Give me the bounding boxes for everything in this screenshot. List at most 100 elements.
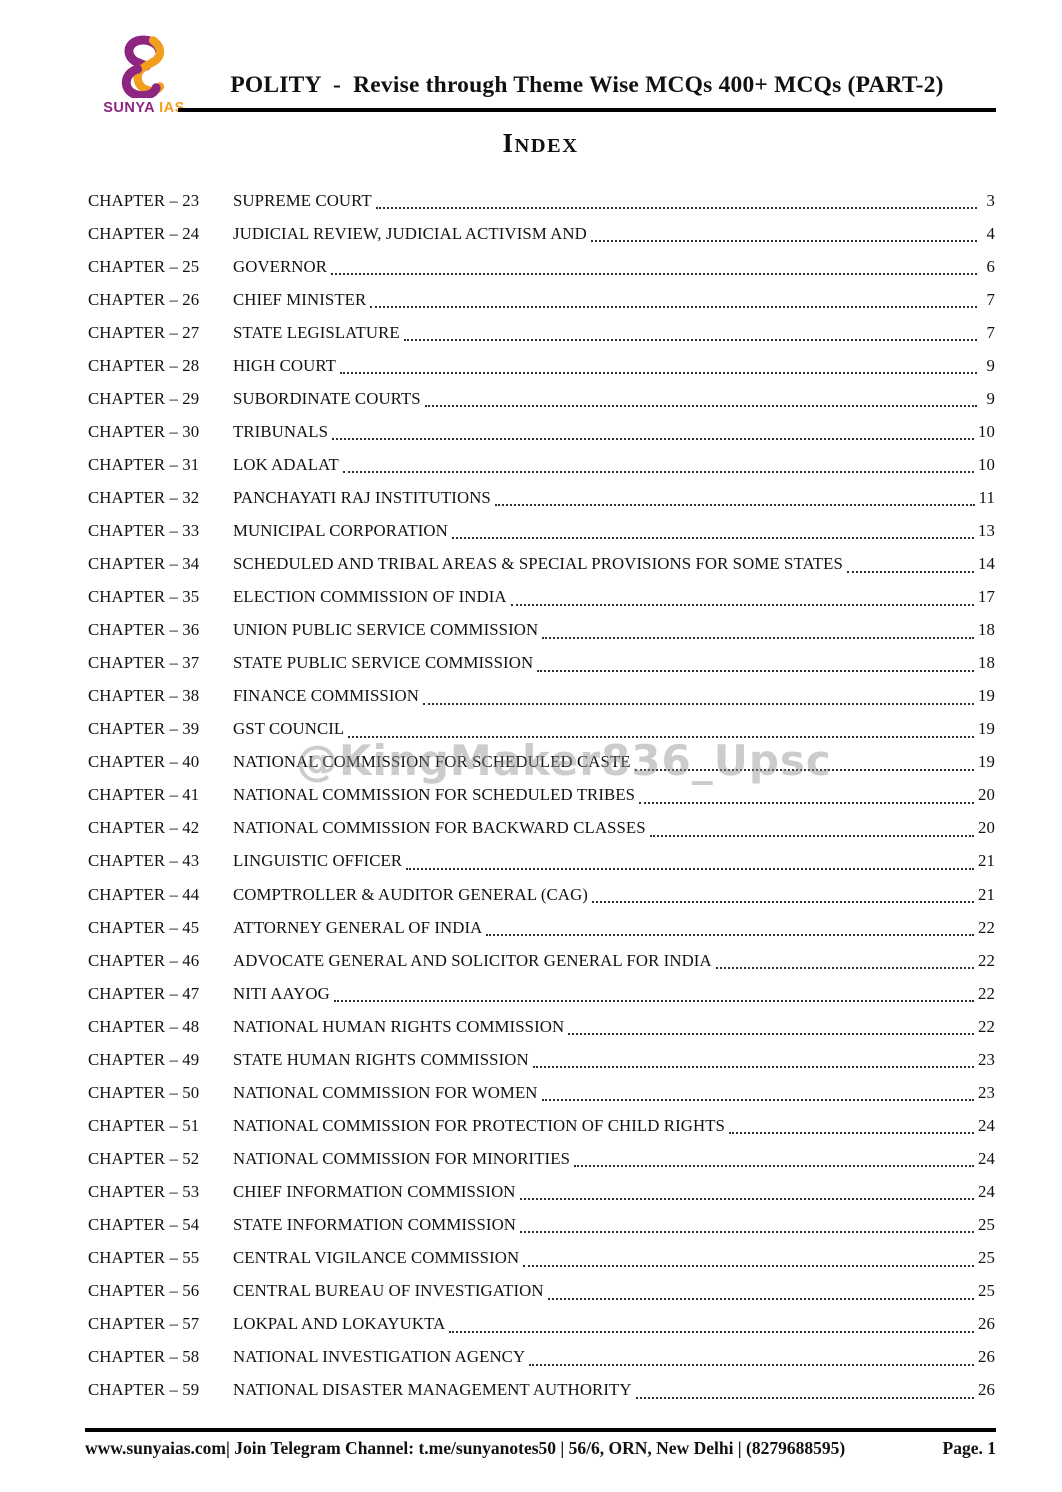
chapter-label: CHAPTER – 44 [88,884,200,904]
chapter-page-number: 24 [978,1181,995,1201]
dot-leader [342,456,975,474]
chapter-title: CHIEF INFORMATION COMMISSION [233,1181,516,1201]
dot-leader [451,522,975,540]
chapter-label: CHAPTER – 41 [88,785,200,805]
chapter-page-number: 18 [978,620,995,640]
chapter-label: CHAPTER – 46 [88,950,200,970]
chapter-title: STATE LEGISLATURE [233,322,400,342]
chapter-title: PANCHAYATI RAJ INSTITUTIONS [233,487,491,507]
toc-row: CHAPTER – 54 STATE INFORMATION COMMISSIO… [88,1208,995,1241]
chapter-label: CHAPTER – 55 [88,1248,200,1268]
chapter-page-number: 10 [978,421,995,441]
toc-row: CHAPTER – 43 LINGUISTIC OFFICER 21 [88,845,995,878]
chapter-title: NATIONAL COMMISSION FOR BACKWARD CLASSES [233,818,646,838]
toc-row: CHAPTER – 52 NATIONAL COMMISSION FOR MIN… [88,1142,995,1175]
chapter-page-number: 23 [978,1082,995,1102]
chapter-label: CHAPTER – 48 [88,1016,200,1036]
chapter-title: TRIBUNALS [233,421,329,441]
chapter-title: MUNICIPAL CORPORATION [233,520,448,540]
chapter-title: SUBORDINATE COURTS [233,388,421,408]
logo-wordmark: SUNYA IAS [88,100,200,116]
dot-leader [639,787,975,804]
dot-leader [635,1382,975,1399]
chapter-label: CHAPTER – 53 [88,1181,200,1201]
chapter-title: SUPREME COURT [233,190,372,210]
toc-row: CHAPTER – 35 ELECTION COMMISSION OF INDI… [88,581,995,614]
chapter-label: CHAPTER – 31 [88,454,200,474]
chapter-page-number: 25 [978,1281,995,1301]
chapter-title: FINANCE COMMISSION [233,686,419,706]
chapter-page-number: 22 [978,950,995,970]
chapter-label: CHAPTER – 58 [88,1347,200,1367]
toc-row: CHAPTER – 59 NATIONAL DISASTER MANAGEMEN… [88,1374,995,1407]
dot-leader [422,688,975,705]
chapter-label: CHAPTER – 45 [88,917,200,937]
toc-row: CHAPTER – 30 TRIBUNALS 10 [88,415,995,448]
dot-leader [519,1183,975,1201]
chapter-label: CHAPTER – 56 [88,1281,200,1301]
chapter-title: NATIONAL COMMISSION FOR SCHEDULED TRIBES [233,785,636,805]
toc-row: CHAPTER – 34 SCHEDULED AND TRIBAL AREAS … [88,548,995,581]
dot-leader [403,324,977,342]
dot-leader [729,1117,975,1135]
chapter-page-number: 9 [986,388,995,408]
header-divider [178,108,996,112]
dot-leader [486,919,975,937]
chapter-page-number: 19 [978,719,995,739]
chapter-page-number: 24 [978,1115,995,1135]
dot-leader [340,357,977,375]
toc-row: CHAPTER – 23 SUPREME COURT 3 [88,184,995,217]
chapter-title: ADVOCATE GENERAL AND SOLICITOR GENERAL F… [233,950,712,970]
toc-row: CHAPTER – 40 NATIONAL COMMISSION FOR SCH… [88,746,995,779]
chapter-title: SCHEDULED AND TRIBAL AREAS & SPECIAL PRO… [233,554,843,574]
dot-leader [590,225,977,243]
toc-row: CHAPTER – 29 SUBORDINATE COURTS 9 [88,382,995,415]
chapter-page-number: 7 [986,322,995,342]
chapter-page-number: 6 [986,256,995,276]
chapter-page-number: 22 [978,1016,995,1036]
dot-leader [370,291,977,309]
dot-leader [846,556,975,573]
dot-leader [568,1018,975,1036]
footer-page-number: Page. 1 [942,1438,996,1458]
document-title: POLITY - Revise through Theme Wise MCQs … [230,72,944,98]
dot-leader [574,1150,975,1168]
chapter-label: CHAPTER – 49 [88,1049,200,1069]
chapter-page-number: 11 [978,487,995,507]
toc-row: CHAPTER – 51 NATIONAL COMMISSION FOR PRO… [88,1109,995,1142]
sunya-logo-icon [121,35,165,98]
chapter-title: GOVERNOR [233,256,328,276]
chapter-label: CHAPTER – 36 [88,620,200,640]
chapter-label: CHAPTER – 52 [88,1148,200,1168]
chapter-label: CHAPTER – 57 [88,1314,200,1334]
toc-row: CHAPTER – 56 CENTRAL BUREAU OF INVESTIGA… [88,1275,995,1308]
chapter-label: CHAPTER – 24 [88,223,200,243]
chapter-label: CHAPTER – 27 [88,322,200,342]
chapter-page-number: 17 [978,587,995,607]
dot-leader [333,985,975,1003]
dot-leader [547,1283,975,1300]
chapter-title: ATTORNEY GENERAL OF INDIA [233,917,483,937]
dot-leader [541,1084,975,1102]
toc-row: CHAPTER – 37 STATE PUBLIC SERVICE COMMIS… [88,647,995,680]
chapter-title: COMPTROLLER & AUDITOR GENERAL (CAG) [233,884,588,904]
chapter-label: CHAPTER – 54 [88,1214,200,1234]
chapter-label: CHAPTER – 51 [88,1115,200,1135]
chapter-title: CENTRAL BUREAU OF INVESTIGATION [233,1281,544,1301]
chapter-label: CHAPTER – 43 [88,851,200,871]
chapter-title: LINGUISTIC OFFICER [233,851,403,871]
chapter-page-number: 26 [978,1347,995,1367]
chapter-label: CHAPTER – 38 [88,686,200,706]
chapter-page-number: 20 [978,785,995,805]
chapter-label: CHAPTER – 28 [88,355,200,375]
index-heading: INDEX [85,128,996,159]
toc-row: CHAPTER – 57 LOKPAL AND LOKAYUKTA 26 [88,1308,995,1341]
chapter-title: NATIONAL COMMISSION FOR SCHEDULED CASTE [233,752,631,772]
chapter-page-number: 22 [978,917,995,937]
chapter-page-number: 25 [978,1214,995,1234]
toc-row: CHAPTER – 31 LOK ADALAT 10 [88,448,995,481]
chapter-page-number: 13 [978,520,995,540]
sunya-ias-logo: SUNYA IAS [88,34,200,116]
chapter-title: LOK ADALAT [233,454,339,474]
chapter-label: CHAPTER – 25 [88,256,200,276]
